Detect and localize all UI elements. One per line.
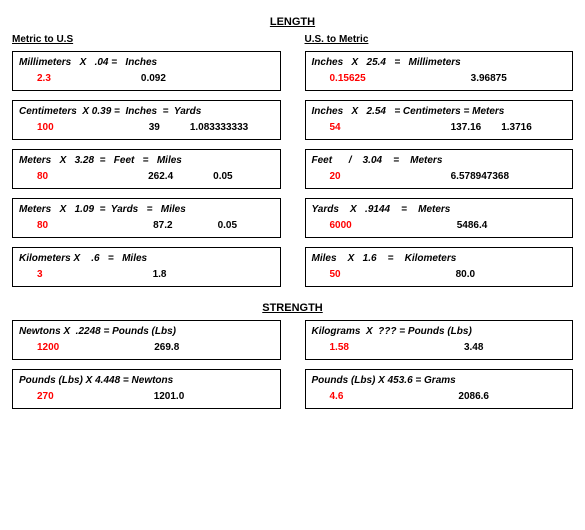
strength-right-box-1: Pounds (Lbs) X 453.6 = Grams 4.6 2086.6	[305, 369, 574, 409]
strength-left-values-0: 1200 269.8	[19, 342, 274, 353]
length-left-output1-1: 39	[149, 122, 160, 133]
strength-right-box-0: Kilograms X ??? = Pounds (Lbs) 1.58 3.48	[305, 320, 574, 360]
strength-left-column: Newtons X .2248 = Pounds (Lbs) 1200 269.8 P…	[12, 320, 281, 418]
length-right-input-4[interactable]: 50	[330, 269, 341, 280]
length-right-formula-3: Yards X .9144 = Meters	[312, 204, 567, 215]
length-right-values-1: 54 137.16 1.3716	[312, 122, 567, 133]
length-left-formula-1: Centimeters X 0.39 = Inches = Yards	[19, 106, 274, 117]
us-to-metric-header: U.S. to Metric	[305, 34, 574, 45]
length-section-title: LENGTH	[12, 16, 573, 28]
length-left-input-2[interactable]: 80	[37, 171, 48, 182]
length-right-values-3: 6000 5486.4	[312, 220, 567, 231]
length-left-output1-4: 1.8	[153, 269, 167, 280]
length-left-box-0: Millimeters X .04 = Inches 2.3 0.092	[12, 51, 281, 91]
strength-right-input-0[interactable]: 1.58	[330, 342, 349, 353]
length-left-formula-4: Kilometers X .6 = Miles	[19, 253, 274, 264]
strength-right-input-1[interactable]: 4.6	[330, 391, 344, 402]
length-left-input-3[interactable]: 80	[37, 220, 48, 231]
strength-left-values-1: 270 1201.0	[19, 391, 274, 402]
length-right-values-4: 50 80.0	[312, 269, 567, 280]
length-left-values-1: 100 39 1.083333333	[19, 122, 274, 133]
strength-right-output1-0: 3.48	[464, 342, 483, 353]
length-left-input-0[interactable]: 2.3	[37, 73, 51, 84]
length-left-output2-2: 0.05	[213, 171, 232, 182]
strength-left-output1-1: 1201.0	[154, 391, 185, 402]
length-right-output1-3: 5486.4	[457, 220, 488, 231]
length-left-input-1[interactable]: 100	[37, 122, 54, 133]
length-left-formula-0: Millimeters X .04 = Inches	[19, 57, 274, 68]
length-right-input-2[interactable]: 20	[330, 171, 341, 182]
strength-left-input-0[interactable]: 1200	[37, 342, 59, 353]
length-left-box-4: Kilometers X .6 = Miles 31.8	[12, 247, 281, 287]
strength-left-formula-0: Newtons X .2248 = Pounds (Lbs)	[19, 326, 274, 337]
length-right-box-0: Inches X 25.4 = Millimeters 0.15625 3.9687…	[305, 51, 574, 91]
strength-right-values-0: 1.58 3.48	[312, 342, 567, 353]
strength-right-output1-1: 2086.6	[458, 391, 489, 402]
length-right-output1-4: 80.0	[456, 269, 475, 280]
length-right-input-1[interactable]: 54	[330, 122, 341, 133]
length-left-output2-3: 0.05	[218, 220, 237, 231]
strength-right-column: Kilograms X ??? = Pounds (Lbs) 1.58 3.48 Po…	[305, 320, 574, 418]
length-left-values-2: 80 262.4 0.05	[19, 171, 274, 182]
length-right-box-2: Feet / 3.04 = Meters 20 6.578947368	[305, 149, 574, 189]
us-to-metric-column: U.S. to Metric Inches X 25.4 = Millimete…	[305, 34, 574, 296]
strength-right-formula-0: Kilograms X ??? = Pounds (Lbs)	[312, 326, 567, 337]
length-left-formula-3: Meters X 1.09 = Yards = Miles	[19, 204, 274, 215]
strength-section-title: STRENGTH	[12, 302, 573, 314]
length-left-values-4: 31.8	[19, 269, 274, 280]
length-left-box-3: Meters X 1.09 = Yards = Miles 80 87.2 0.05	[12, 198, 281, 238]
length-right-formula-4: Miles X 1.6 = Kilometers	[312, 253, 567, 264]
strength-right-values-1: 4.6 2086.6	[312, 391, 567, 402]
strength-left-input-1[interactable]: 270	[37, 391, 54, 402]
length-right-output1-1: 137.16	[451, 122, 482, 133]
length-left-output1-3: 87.2	[153, 220, 172, 231]
length-right-input-0[interactable]: 0.15625	[330, 73, 366, 84]
strength-right-formula-1: Pounds (Lbs) X 453.6 = Grams	[312, 375, 567, 386]
length-left-values-3: 80 87.2 0.05	[19, 220, 274, 231]
length-left-output1-2: 262.4	[148, 171, 173, 182]
length-left-formula-2: Meters X 3.28 = Feet = Miles	[19, 155, 274, 166]
length-right-formula-0: Inches X 25.4 = Millimeters	[312, 57, 567, 68]
length-right-output1-0: 3.96875	[471, 73, 507, 84]
length-right-values-2: 20 6.578947368	[312, 171, 567, 182]
length-columns: Metric to U.S Millimeters X .04 = Inches…	[12, 34, 573, 296]
strength-left-box-0: Newtons X .2248 = Pounds (Lbs) 1200 269.8	[12, 320, 281, 360]
length-right-output1-2: 6.578947368	[451, 171, 509, 182]
length-left-box-2: Meters X 3.28 = Feet = Miles 80 262.4 0.05	[12, 149, 281, 189]
length-right-input-3[interactable]: 6000	[330, 220, 352, 231]
length-right-box-4: Miles X 1.6 = Kilometers 50 80.0	[305, 247, 574, 287]
length-right-output2-1: 1.3716	[501, 122, 532, 133]
strength-columns: Newtons X .2248 = Pounds (Lbs) 1200 269.8 P…	[12, 320, 573, 418]
strength-left-formula-1: Pounds (Lbs) X 4.448 = Newtons	[19, 375, 274, 386]
metric-to-us-header: Metric to U.S	[12, 34, 281, 45]
length-right-values-0: 0.15625 3.96875	[312, 73, 567, 84]
length-left-output2-1: 1.083333333	[190, 122, 248, 133]
length-right-box-1: Inches X 2.54 = Centimeters = Meters 54 13…	[305, 100, 574, 140]
length-left-box-1: Centimeters X 0.39 = Inches = Yards 100 39…	[12, 100, 281, 140]
length-right-formula-1: Inches X 2.54 = Centimeters = Meters	[312, 106, 567, 117]
length-left-output1-0: 0.092	[141, 73, 166, 84]
strength-left-output1-0: 269.8	[154, 342, 179, 353]
length-left-values-0: 2.3 0.092	[19, 73, 274, 84]
metric-to-us-column: Metric to U.S Millimeters X .04 = Inches…	[12, 34, 281, 296]
length-right-box-3: Yards X .9144 = Meters 6000 5486.4	[305, 198, 574, 238]
length-right-formula-2: Feet / 3.04 = Meters	[312, 155, 567, 166]
strength-left-box-1: Pounds (Lbs) X 4.448 = Newtons 270 1201.0	[12, 369, 281, 409]
